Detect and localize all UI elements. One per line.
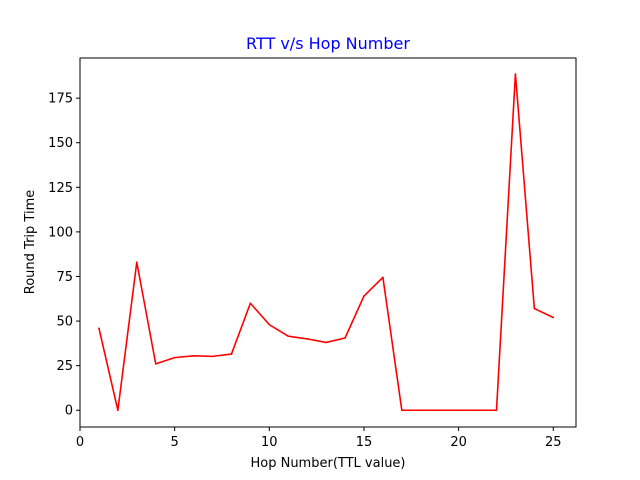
data-point <box>419 409 422 412</box>
data-point <box>154 363 157 365</box>
data-point <box>457 409 460 412</box>
data-point <box>211 355 214 358</box>
data-point <box>325 341 327 344</box>
data-point <box>533 307 536 310</box>
y-axis-label: Round Trip Time <box>23 190 38 294</box>
data-point <box>173 356 176 359</box>
data-point <box>401 409 403 412</box>
data-point <box>344 337 346 339</box>
x-axis-ticks: 0 5 10 15 20 25 <box>76 427 562 450</box>
data-point <box>552 316 555 319</box>
data-point <box>438 409 441 412</box>
data-point <box>117 409 119 412</box>
x-tick-label: 25 <box>545 435 562 450</box>
x-tick-label: 5 <box>171 435 179 450</box>
data-point <box>306 338 308 340</box>
data-point <box>514 73 517 75</box>
data-point <box>135 261 138 264</box>
chart-title: RTT v/s Hop Number <box>246 34 410 53</box>
x-tick-label: 0 <box>76 435 84 450</box>
data-point <box>230 353 233 355</box>
y-tick-label: 50 <box>56 315 73 330</box>
data-point <box>495 409 498 412</box>
x-axis-label: Hop Number(TTL value) <box>250 456 405 471</box>
data-point <box>249 302 252 305</box>
data-point <box>192 355 195 357</box>
y-tick-label: 150 <box>48 136 73 151</box>
data-point <box>287 335 290 338</box>
y-tick-label: 75 <box>56 270 73 285</box>
y-tick-label: 0 <box>65 404 73 419</box>
x-tick-label: 10 <box>261 435 278 450</box>
plot-area <box>98 73 555 412</box>
y-tick-label: 175 <box>48 92 73 107</box>
data-point <box>476 409 479 412</box>
plot-frame <box>79 57 577 428</box>
y-axis-ticks: 0 25 50 75 100 125 150 175 <box>48 92 80 419</box>
y-tick-label: 100 <box>48 225 73 240</box>
x-tick-label: 15 <box>356 435 373 450</box>
data-point <box>268 323 271 326</box>
data-point <box>382 276 384 279</box>
y-tick-label: 25 <box>56 359 73 374</box>
x-tick-label: 20 <box>450 435 467 450</box>
series-line <box>98 73 554 412</box>
data-point <box>98 327 100 329</box>
data-point <box>363 295 365 297</box>
y-tick-label: 125 <box>48 181 73 196</box>
